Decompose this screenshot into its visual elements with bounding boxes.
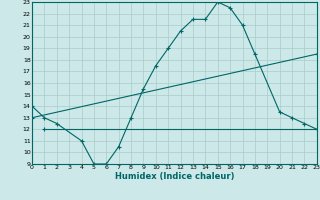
X-axis label: Humidex (Indice chaleur): Humidex (Indice chaleur): [115, 172, 234, 181]
